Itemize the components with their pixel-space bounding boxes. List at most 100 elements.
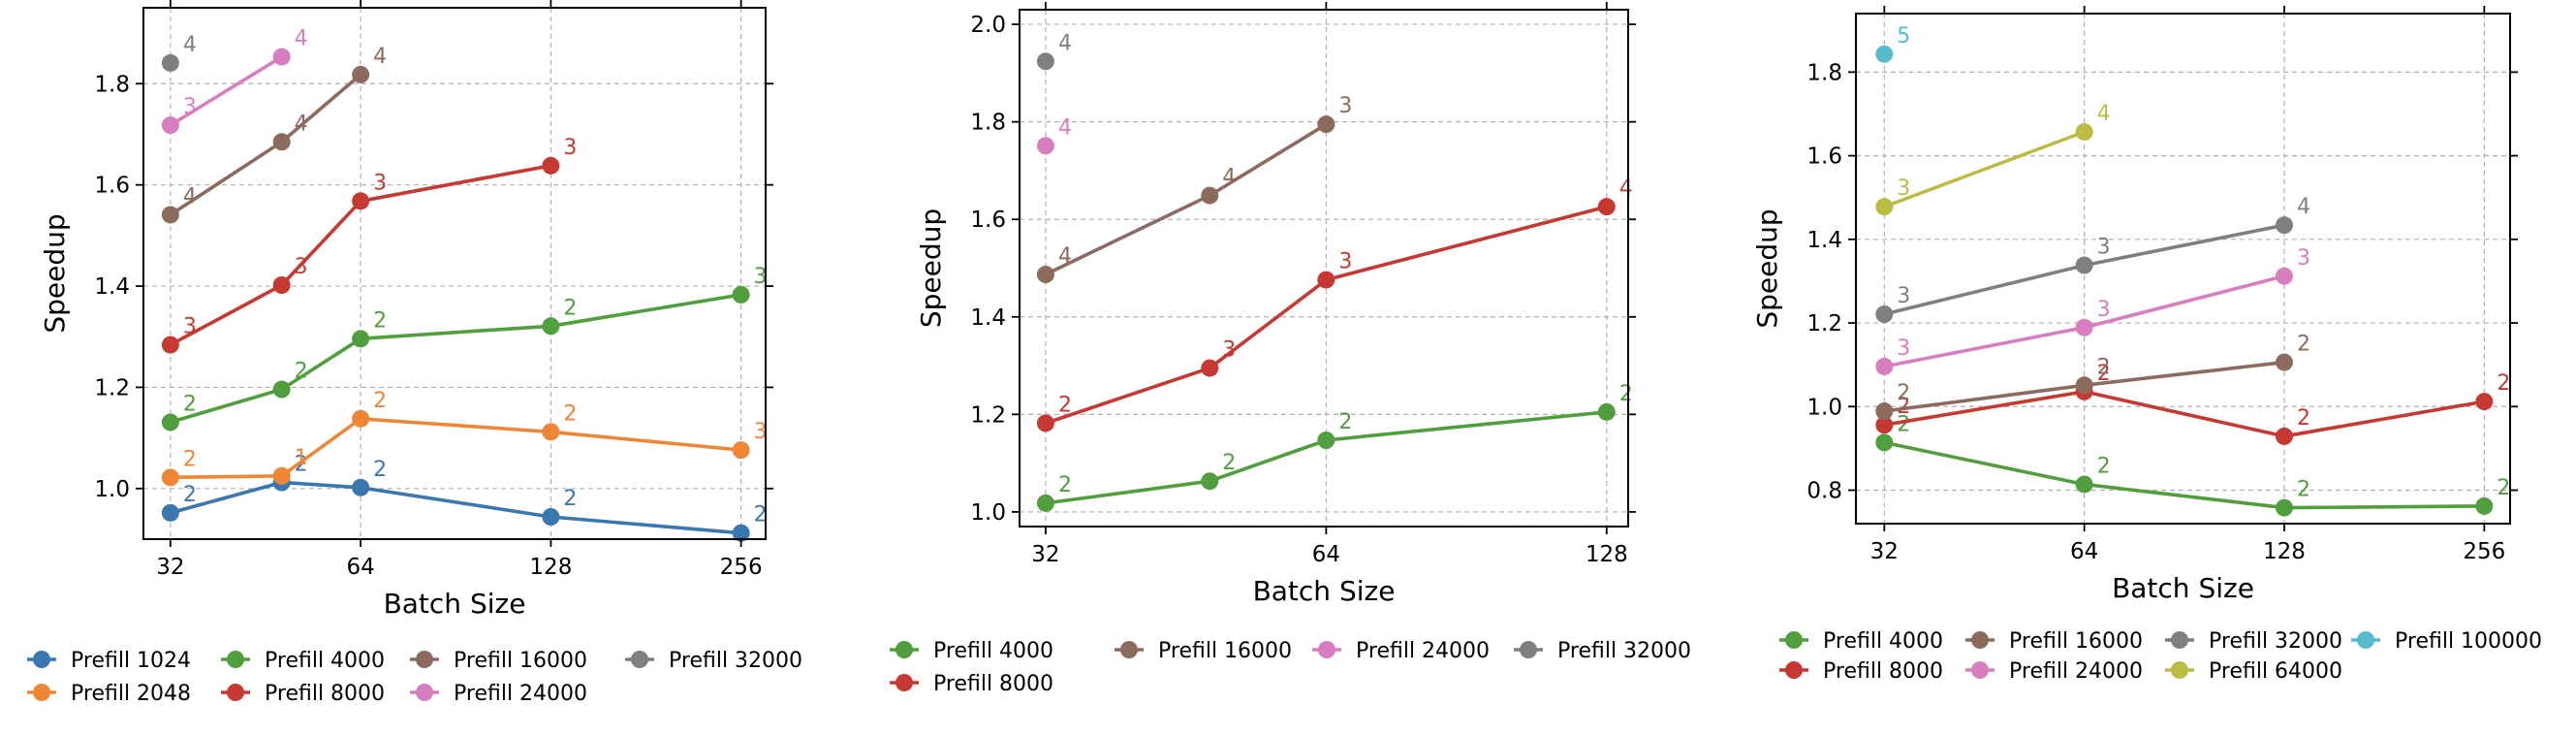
x-tick-label: 64 — [346, 555, 374, 580]
data-label: 4 — [1222, 166, 1236, 190]
data-point — [272, 380, 291, 399]
legend-label: Prefill 32000 — [669, 649, 802, 673]
data-label: 3 — [183, 315, 197, 339]
x-tick-label: 256 — [720, 555, 763, 580]
data-point — [2075, 376, 2093, 395]
legend-item-prefill-24000: Prefill 24000 — [1312, 639, 1490, 663]
data-label: 4 — [295, 112, 308, 136]
data-label: 4 — [1058, 244, 1072, 269]
y-tick-label: 1.0 — [970, 500, 1006, 526]
legend-swatch-marker — [895, 674, 913, 691]
y-tick-label: 1.2 — [94, 375, 130, 400]
legend-item-prefill-32000: Prefill 32000 — [2165, 629, 2342, 654]
legend-label: Prefill 4000 — [933, 639, 1053, 663]
data-point — [352, 478, 370, 496]
data-label: 4 — [295, 27, 308, 51]
data-point — [1875, 416, 1894, 434]
legend-label: Prefill 4000 — [265, 649, 385, 673]
legend-item-prefill-4000: Prefill 4000 — [1779, 629, 1943, 654]
x-tick-label: 32 — [1031, 542, 1059, 567]
series-line — [1883, 440, 2485, 510]
legend-swatch-marker — [1971, 631, 1989, 649]
data-point — [161, 336, 179, 354]
data-label: 3 — [295, 255, 308, 279]
data-label: 2 — [1897, 412, 1910, 436]
y-tick-label: 1.0 — [1806, 395, 1842, 420]
series-prefill-4000: 2 2 2 2 3 — [161, 265, 768, 432]
data-point — [1201, 359, 1219, 377]
legend-swatch-marker — [1785, 661, 1803, 679]
data-point — [1597, 402, 1616, 421]
data-point — [161, 413, 179, 432]
data-point — [1201, 472, 1219, 491]
legend-swatch-marker — [1520, 641, 1537, 658]
legend-swatch-marker — [2357, 631, 2374, 649]
series-prefill-8000: 3 3 3 3 — [161, 136, 577, 354]
data-label: 2 — [373, 458, 387, 482]
data-point — [161, 503, 179, 522]
legend-item-prefill-100000: Prefill 100000 — [2351, 629, 2542, 654]
data-point — [2275, 353, 2293, 371]
data-label: 3 — [563, 136, 577, 160]
data-label: 2 — [1222, 451, 1236, 475]
data-point — [1875, 198, 1894, 216]
data-label: 3 — [2297, 246, 2310, 271]
legend-item-prefill-32000: Prefill 32000 — [625, 649, 802, 673]
data-point — [1036, 414, 1054, 432]
data-label: 2 — [373, 389, 387, 413]
legend-swatch-marker — [227, 651, 244, 668]
series-prefill-4000: 2 2 2 2 — [1875, 412, 2510, 517]
series-prefill-32000: 4 — [161, 33, 197, 72]
data-point — [732, 441, 750, 460]
x-tick-label: 256 — [2463, 539, 2505, 564]
data-label: 3 — [2097, 236, 2111, 260]
data-point — [1036, 52, 1054, 71]
x-tick-label: 128 — [1586, 542, 1628, 567]
data-point — [1317, 271, 1335, 289]
data-label: 4 — [183, 184, 197, 208]
series-line — [1883, 130, 2086, 208]
x-tick-label: 32 — [156, 555, 184, 580]
data-label: 3 — [1897, 176, 1910, 201]
data-label: 2 — [2297, 478, 2310, 502]
data-label: 4 — [373, 45, 387, 69]
data-point — [2075, 123, 2093, 142]
data-point — [2075, 256, 2093, 274]
legend-item-prefill-64000: Prefill 64000 — [2165, 659, 2342, 684]
y-tick-label: 1.4 — [1806, 228, 1842, 253]
plot-frame — [1855, 13, 2511, 525]
series-prefill-24000: 34 — [161, 27, 308, 135]
data-point — [272, 133, 291, 151]
series-line — [170, 416, 741, 480]
series-prefill-8000: 2 2 2 2 — [1875, 362, 2510, 445]
legend-swatch-marker — [2171, 631, 2188, 649]
data-label: 2 — [2297, 406, 2310, 431]
data-point — [542, 156, 560, 175]
data-label: 3 — [1222, 338, 1236, 363]
data-label: 3 — [754, 420, 768, 444]
plot-frame — [1019, 9, 1629, 528]
legend-swatch-marker — [1785, 631, 1803, 649]
data-point — [732, 285, 750, 304]
y-tick-label: 1.4 — [94, 274, 130, 300]
data-point — [272, 48, 291, 66]
y-tick-label: 1.2 — [970, 402, 1006, 428]
legend-item-prefill-16000: Prefill 16000 — [410, 649, 587, 673]
data-label: 2 — [2097, 362, 2111, 386]
data-point — [1875, 304, 1894, 323]
data-label: 3 — [1338, 250, 1352, 274]
x-tick-label: 64 — [1312, 542, 1340, 567]
y-tick-label: 2.0 — [970, 13, 1006, 38]
data-point — [352, 409, 370, 428]
series-line — [169, 55, 283, 127]
series-prefill-24000: 3 3 3 — [1875, 246, 2310, 375]
data-label: 3 — [373, 171, 387, 195]
legend-label: Prefill 2048 — [71, 682, 191, 706]
data-label: 2 — [2097, 355, 2111, 379]
data-label: 3 — [1338, 94, 1352, 118]
data-point — [161, 116, 179, 135]
data-point — [1201, 186, 1219, 205]
